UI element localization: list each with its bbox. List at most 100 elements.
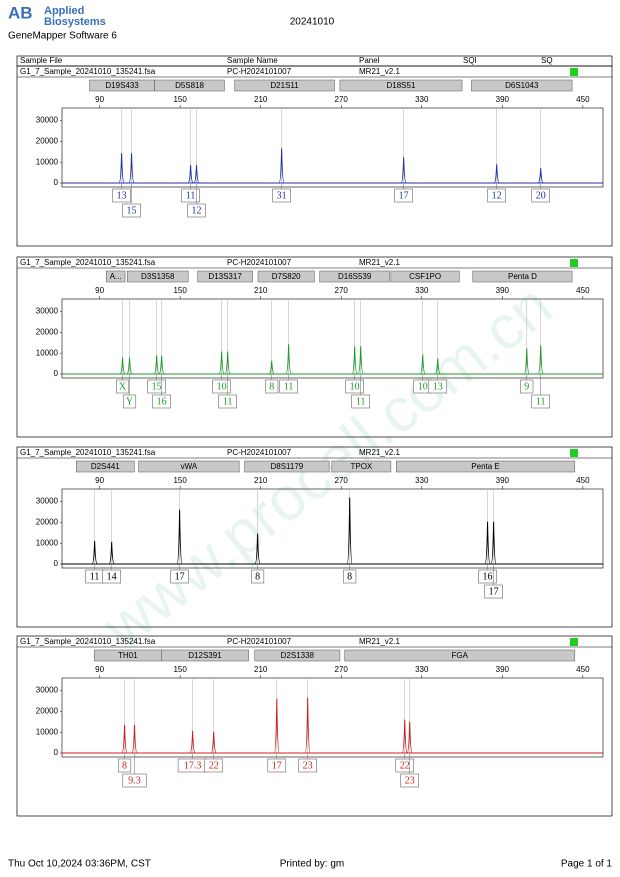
peak — [176, 509, 183, 565]
allele-label: X — [119, 381, 127, 392]
peak — [224, 351, 231, 375]
marker-name: D8S1179 — [270, 462, 303, 471]
sq-flag — [570, 259, 578, 267]
peak — [484, 521, 491, 565]
allele-label: 11 — [186, 190, 196, 201]
allele-box — [351, 394, 370, 409]
panel-name: MR21_v2.1 — [359, 67, 400, 76]
x-tick-label: 330 — [415, 665, 429, 674]
allele-box — [272, 188, 291, 203]
allele-box — [400, 773, 419, 788]
allele-label: 16 — [483, 571, 493, 582]
marker-bar — [126, 270, 189, 283]
peak — [537, 168, 544, 184]
peak — [406, 721, 413, 754]
allele-box — [428, 379, 448, 394]
y-tick-label: 30000 — [36, 686, 59, 695]
peak — [419, 354, 426, 375]
sample-name: PC-H2024101007 — [227, 67, 292, 76]
x-tick-label: 330 — [415, 476, 429, 485]
x-tick-label: 270 — [335, 95, 349, 104]
peak — [119, 357, 126, 375]
peak — [254, 533, 261, 565]
allele-label: 17 — [399, 190, 409, 201]
y-tick-label: 30000 — [36, 497, 59, 506]
allele-label: 9 — [524, 381, 529, 392]
sample-file: G1_7_Sample_20241010_135241.fsa — [20, 448, 156, 457]
allele-label: 12 — [492, 190, 502, 201]
x-tick-label: 450 — [576, 476, 590, 485]
footer-page: Page 1 of 1 — [561, 859, 613, 870]
sample-name: PC-H2024101007 — [227, 448, 292, 457]
allele-box — [487, 188, 506, 203]
allele-label: Y — [126, 396, 133, 407]
peak — [218, 351, 225, 375]
panel-name: MR21_v2.1 — [359, 258, 400, 267]
allele-box — [122, 773, 147, 788]
column-label: SQ — [541, 56, 553, 65]
marker-bar — [257, 270, 315, 283]
marker-name: A... — [110, 272, 122, 281]
allele-box — [115, 379, 130, 394]
column-label: SQI — [463, 56, 477, 65]
allele-label: 31 — [277, 190, 287, 201]
software-name: GeneMapper Software 6 — [8, 31, 117, 42]
y-tick-label: 0 — [54, 559, 59, 568]
marker-bar — [197, 270, 253, 283]
allele-label: 11 — [90, 571, 100, 582]
y-tick-label: 10000 — [36, 157, 59, 166]
peak — [128, 153, 135, 184]
marker-name: D5S818 — [175, 81, 204, 90]
y-tick-label: 30000 — [36, 307, 59, 316]
peak — [434, 358, 441, 375]
panel-frame — [16, 256, 613, 438]
x-tick-label: 210 — [254, 95, 268, 104]
column-label: Panel — [359, 56, 380, 65]
sample-file: G1_7_Sample_20241010_135241.fsa — [20, 67, 156, 76]
y-tick-label: 10000 — [36, 538, 59, 547]
peak — [131, 724, 138, 754]
x-tick-label: 270 — [335, 286, 349, 295]
x-tick-label: 450 — [576, 95, 590, 104]
plot-area — [61, 488, 604, 569]
marker-name: Penta D — [508, 272, 537, 281]
y-tick-label: 0 — [54, 748, 59, 757]
allele-box — [152, 394, 171, 409]
allele-label: 20 — [536, 190, 546, 201]
marker-name: D7S820 — [272, 272, 301, 281]
peak — [351, 346, 358, 375]
allele-box — [343, 569, 357, 584]
allele-label: 11 — [536, 396, 546, 407]
peak — [126, 357, 133, 375]
column-label: Sample Name — [227, 56, 278, 65]
marker-bar — [344, 649, 576, 662]
panel-frame — [16, 446, 613, 628]
x-tick-label: 150 — [173, 286, 187, 295]
allele-label: 8 — [269, 381, 274, 392]
peak — [537, 345, 544, 375]
allele-label: 11 — [356, 396, 366, 407]
sq-flag — [570, 449, 578, 457]
allele-box — [531, 188, 551, 203]
x-tick-label: 210 — [254, 476, 268, 485]
allele-label: 17 — [272, 760, 282, 771]
x-tick-label: 450 — [576, 665, 590, 674]
marker-bar — [154, 79, 225, 92]
plot-area — [61, 677, 604, 758]
peak — [121, 724, 128, 754]
marker-name: D18S51 — [387, 81, 416, 90]
y-tick-label: 0 — [54, 178, 59, 187]
sample-file: G1_7_Sample_20241010_135241.fsa — [20, 637, 156, 646]
allele-box — [122, 203, 141, 218]
x-tick-label: 390 — [496, 286, 510, 295]
allele-label: 8 — [122, 760, 127, 771]
x-tick-label: 90 — [95, 95, 104, 104]
x-tick-label: 210 — [254, 286, 268, 295]
allele-box — [147, 379, 166, 394]
peak — [268, 360, 275, 375]
allele-box — [395, 758, 415, 773]
x-tick-label: 150 — [173, 476, 187, 485]
allele-label: 14 — [107, 571, 117, 582]
allele-box — [484, 584, 503, 599]
x-tick-label: 390 — [496, 665, 510, 674]
